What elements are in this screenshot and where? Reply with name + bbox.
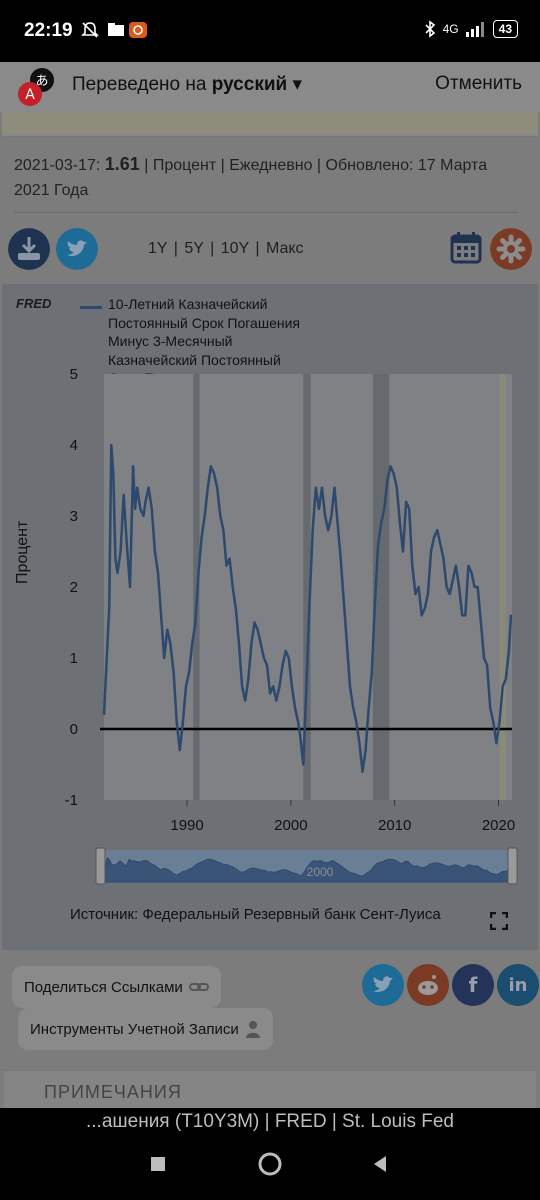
folder-icon — [108, 23, 124, 36]
back-button[interactable] — [370, 1154, 390, 1174]
y-tick-label: 0 — [70, 721, 78, 738]
status-bar: 22:19 4G 43 — [0, 0, 540, 62]
account-tools-button[interactable]: Инструменты Учетной Записи — [18, 1008, 273, 1050]
divider — [14, 212, 518, 213]
network-type: 4G — [442, 22, 459, 36]
x-tick-label: 2020 — [482, 817, 515, 834]
settings-icon[interactable] — [490, 228, 532, 270]
link-icon — [188, 983, 209, 991]
range-5y[interactable]: 5Y — [184, 240, 204, 257]
battery-indicator: 43 — [492, 20, 518, 38]
navigator-series — [99, 857, 513, 883]
twitter-icon[interactable] — [56, 228, 98, 270]
share-links-button[interactable]: Поделиться Ссылками — [12, 966, 221, 1008]
user-icon — [245, 1021, 260, 1038]
svg-text:A: A — [25, 87, 35, 103]
status-time: 22:19 — [24, 20, 73, 41]
y-tick-label: 4 — [70, 437, 78, 454]
recession-band — [499, 374, 506, 800]
translate-language-selector[interactable]: Переведено на русский ▾ — [72, 73, 302, 96]
cancel-translation-button[interactable]: Отменить — [435, 73, 522, 94]
chart-panel: FRED 10-Летний Казначейский Постоянный С… — [2, 284, 538, 950]
recession-band — [303, 374, 311, 800]
page-title: ...ашения (T10Y3M) | FRED | St. Louis Fe… — [0, 1108, 540, 1136]
legend-swatch — [80, 306, 102, 309]
series-date: 2021-03-17: — [14, 157, 101, 174]
notes-card — [4, 1070, 536, 1108]
home-button[interactable] — [257, 1151, 283, 1177]
facebook-icon: f — [468, 973, 478, 997]
translate-language: русский — [211, 74, 288, 95]
recession-band — [372, 374, 390, 800]
chevron-down-icon: ▾ — [292, 74, 303, 95]
mute-notification-icon — [81, 22, 99, 38]
range-navigator[interactable]: 2000 — [95, 847, 518, 885]
top-strip — [2, 112, 538, 137]
app-notification-icon — [129, 22, 147, 38]
range-1y[interactable]: 1Y — [148, 240, 168, 257]
y-tick-label: 1 — [70, 650, 78, 667]
x-tick-label: 1990 — [170, 817, 203, 834]
range-selector: 1Y | 5Y | 10Y | Макс — [148, 240, 304, 257]
notes-heading: ПРИМЕЧАНИЯ — [44, 1082, 182, 1102]
linkedin-icon: in — [508, 974, 528, 996]
series-updated: 17 Марта 2021 Года — [14, 157, 488, 199]
bluetooth-icon — [425, 20, 435, 38]
translate-prefix: Переведено на — [72, 74, 207, 95]
series-info: 2021-03-17: 1.61 | Процент | Ежедневно |… — [14, 152, 524, 203]
series-value: 1.61 — [104, 154, 140, 174]
status-icons: 4G 43 — [423, 20, 518, 38]
navigator-handle[interactable] — [95, 847, 106, 885]
account-tools-label: Инструменты Учетной Записи — [30, 1020, 239, 1038]
y-tick-label: 3 — [70, 508, 78, 525]
x-tick-label: 2010 — [378, 817, 411, 834]
series-line — [102, 443, 513, 773]
navigator-label: 2000 — [307, 865, 334, 879]
y-tick-label: 2 — [70, 579, 78, 596]
fred-logo: FRED — [16, 296, 52, 311]
twitter-icon — [373, 976, 393, 992]
twitter-share-icon[interactable] — [362, 964, 404, 1006]
recents-button[interactable] — [148, 1154, 168, 1174]
navigator-handle[interactable] — [507, 847, 518, 885]
y-tick-label: 5 — [70, 366, 78, 383]
signal-icon — [465, 22, 484, 37]
facebook-share-icon[interactable]: f — [452, 964, 494, 1006]
calendar-icon[interactable] — [448, 230, 484, 266]
line-chart[interactable]: 5 4 3 2 1 0 -1 1990 2000 2010 2020 2000 — [2, 284, 538, 950]
expand-icon[interactable] — [490, 912, 508, 930]
series-details: | Процент | Ежедневно | Обновлено: — [144, 157, 414, 174]
svg-text:あ: あ — [35, 74, 48, 89]
translate-icon[interactable]: あ A — [14, 66, 58, 110]
range-10y[interactable]: 10Y — [220, 240, 249, 257]
download-icon[interactable] — [8, 228, 50, 270]
y-tick-label: -1 — [65, 792, 78, 809]
system-nav-bar — [0, 1136, 540, 1200]
range-max[interactable]: Макс — [265, 240, 304, 257]
chart-source: Источник: Федеральный Резервный банк Сен… — [70, 906, 441, 923]
reddit-share-icon[interactable] — [407, 964, 449, 1006]
x-tick-label: 2000 — [274, 817, 307, 834]
translate-bar: あ A Переведено на русский ▾ Отменить — [0, 62, 540, 112]
page-content: 2021-03-17: 1.61 | Процент | Ежедневно |… — [0, 112, 540, 1108]
reddit-icon — [418, 975, 438, 995]
share-links-label: Поделиться Ссылками — [24, 978, 183, 996]
linkedin-share-icon[interactable]: in — [497, 964, 539, 1006]
